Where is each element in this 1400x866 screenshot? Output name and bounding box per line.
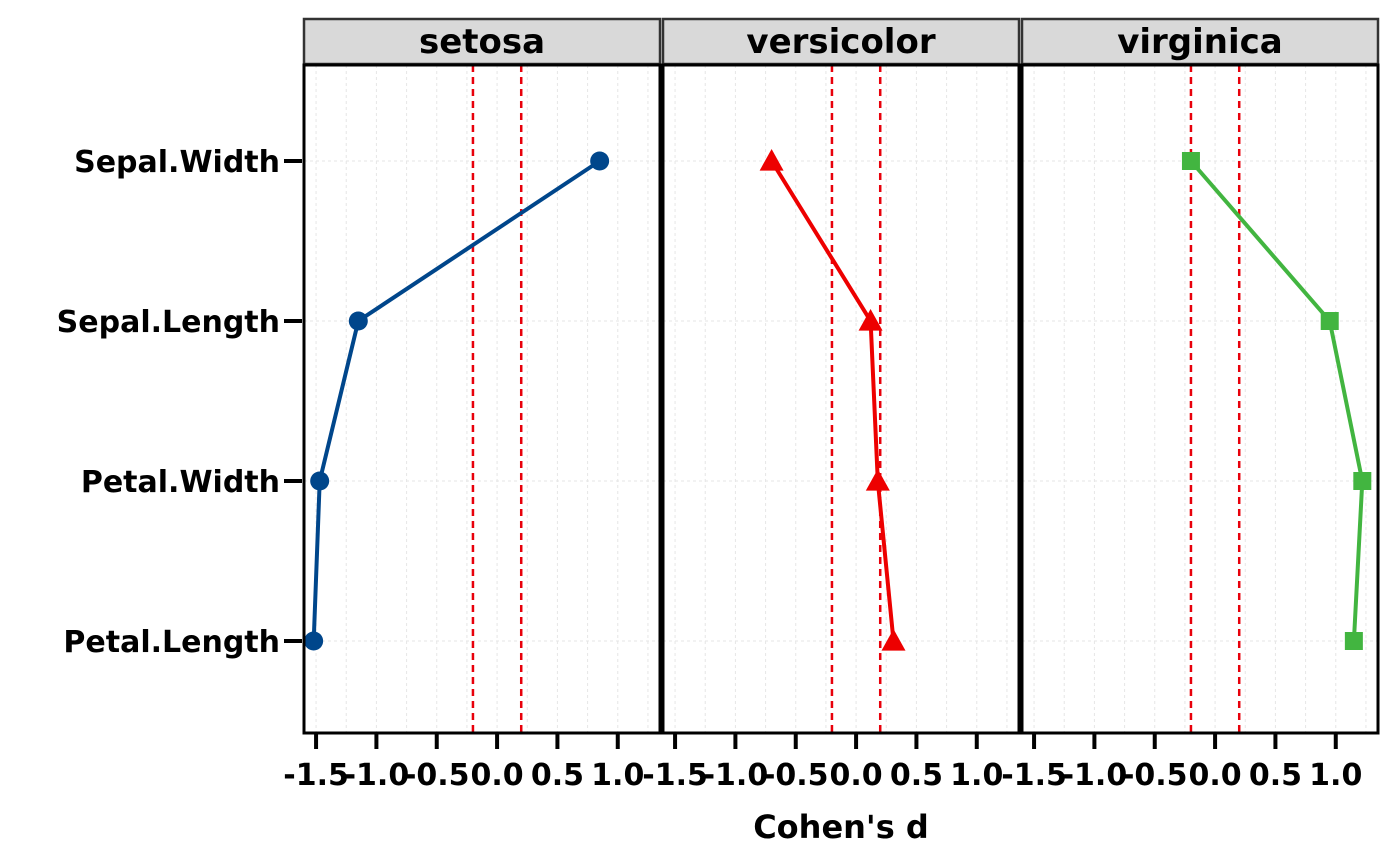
x-tick-label: -0.5 <box>763 758 829 793</box>
data-point-setosa <box>304 631 324 651</box>
x-tick-label: 0.5 <box>1249 758 1302 793</box>
data-point-versicolor <box>865 469 890 491</box>
data-point-virginica <box>1353 472 1372 490</box>
data-point-virginica <box>1181 152 1200 170</box>
y-tick-label: Petal.Width <box>81 465 280 500</box>
x-tick-label: 0.0 <box>471 758 524 793</box>
data-point-virginica <box>1320 312 1339 330</box>
grid <box>663 65 1019 733</box>
grid <box>1022 65 1378 733</box>
x-tick-label: -1.5 <box>1001 758 1067 793</box>
strip-header <box>302 17 662 66</box>
x-tick-label: 0.5 <box>531 758 584 793</box>
x-tick-label: 0.0 <box>830 758 883 793</box>
x-axis-title: Cohen's d <box>753 808 929 846</box>
y-tick-label: Sepal.Width <box>74 145 280 180</box>
strip-label: setosa <box>419 22 545 62</box>
panels-layer: setosa-1.5-1.0-0.5 0.0 0.5 1.0versicolor-1.… <box>283 17 1380 793</box>
data-point-setosa <box>310 471 330 491</box>
x-tick-label: 1.0 <box>950 758 1003 793</box>
x-tick-label: -1.5 <box>642 758 708 793</box>
panel-frame <box>1020 63 1380 735</box>
strip-header <box>661 17 1021 66</box>
panel-versicolor: versicolor -1.5-1.0-0.5 0.0 0.5 1.0 <box>642 17 1021 793</box>
x-tick-label: 1.0 <box>591 758 644 793</box>
x-tick-label: 0.5 <box>890 758 943 793</box>
y-tick-label: Petal.Length <box>63 625 280 660</box>
x-tick-label: 0.0 <box>1189 758 1242 793</box>
y-axis: Sepal.Width Sepal.Length Petal.Width Petal.… <box>57 145 302 660</box>
data-point-setosa <box>590 151 610 171</box>
panel-setosa: setosa -1.5-1.0-0.5 0.0 0.5 1.0 <box>283 17 662 793</box>
data-point-versicolor <box>759 149 784 171</box>
series-line-virginica <box>1189 159 1365 642</box>
x-tick-label: 1.0 <box>1309 758 1362 793</box>
x-tick-label: -1.5 <box>283 758 349 793</box>
panel-frame <box>302 63 662 735</box>
data-point-setosa <box>348 311 368 331</box>
x-tick-label: -0.5 <box>1122 758 1188 793</box>
x-tick-label: -1.0 <box>344 758 410 793</box>
panel-virginica: virginica -1.5-1.0-0.5 0.0 0.5 1.0 <box>1001 17 1380 793</box>
strip-label: virginica <box>1117 22 1283 62</box>
series-line-setosa <box>311 159 601 642</box>
x-tick-label: -1.0 <box>1062 758 1128 793</box>
data-point-virginica <box>1344 632 1363 650</box>
x-tick-label: -1.0 <box>703 758 769 793</box>
data-point-versicolor <box>881 629 906 651</box>
x-tick-label: -0.5 <box>404 758 470 793</box>
y-tick-label: Sepal.Length <box>57 305 280 340</box>
series-line-versicolor <box>769 159 896 642</box>
data-point-versicolor <box>858 309 883 331</box>
panel-frame <box>661 63 1021 735</box>
strip-label: versicolor <box>746 22 935 62</box>
